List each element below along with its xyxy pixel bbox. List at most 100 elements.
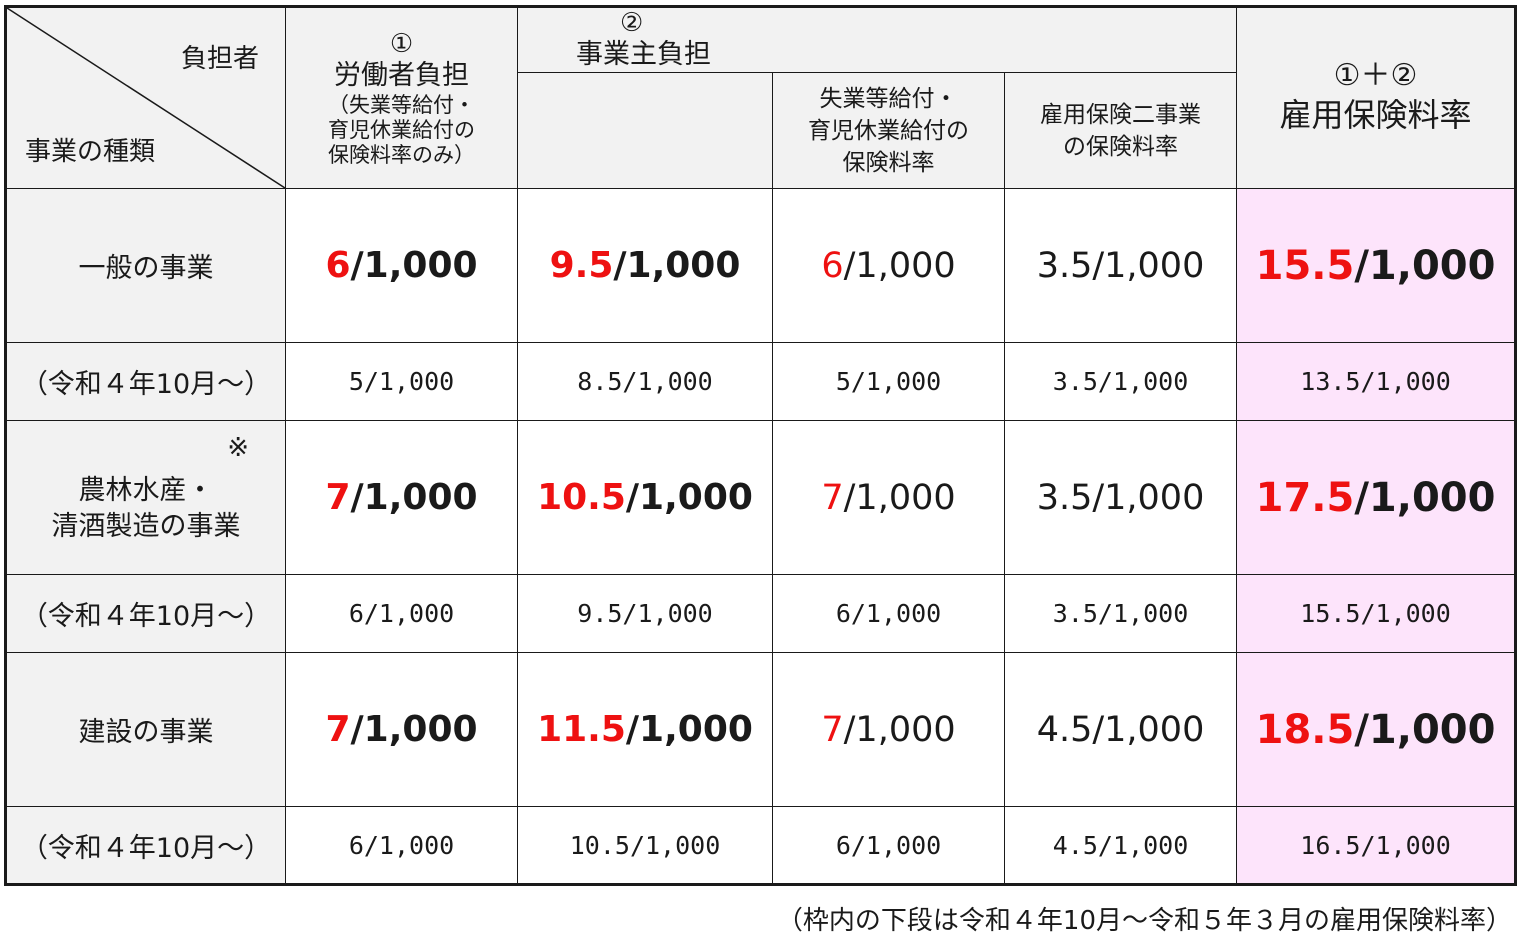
employer-rate-unit: /1,000 — [613, 245, 741, 286]
total-rate-value: 15.5 — [1255, 242, 1355, 289]
total-rate-value: 17.5 — [1255, 474, 1355, 521]
business-type-name: 建設の事業 — [78, 717, 214, 748]
total-rate-cell: 17.5/1,000 — [1236, 420, 1517, 575]
previous-period-label: （令和４年10月～） — [5, 342, 286, 421]
table-row: （令和４年10月～） 5/1,000 8.5/1,000 5/1,000 3.5… — [5, 342, 1517, 421]
previous-worker-rate: 5/1,000 — [285, 342, 518, 421]
employer-spacer-cell — [517, 72, 773, 189]
unemployment-rate-value: 7 — [821, 477, 844, 518]
table-row: 建設の事業 7/1,000 11.5/1,000 7/1,000 4.5/1,0… — [5, 652, 1517, 807]
worker-rate-cell: 7/1,000 — [285, 420, 518, 575]
total-header-number: ①＋② — [1333, 58, 1418, 93]
previous-employer-rate: 9.5/1,000 — [517, 574, 773, 653]
two-businesses-rate-cell: 3.5/1,000 — [1003, 420, 1238, 575]
employer-header-title: 事業主負担 — [576, 39, 711, 70]
worker-rate-value: 6 — [325, 245, 351, 286]
unemployment-rate-header-cell: 失業等給付・ 育児休業給付の 保険料率 — [772, 72, 1005, 189]
unemployment-rate-cell: 7/1,000 — [772, 652, 1005, 807]
previous-unemployment-rate: 5/1,000 — [772, 342, 1005, 421]
worker-rate-cell: 7/1,000 — [285, 652, 518, 807]
previous-two-businesses-rate: 4.5/1,000 — [1003, 806, 1238, 885]
total-rate-unit: /1,000 — [1354, 474, 1496, 521]
note-mark: ※ — [227, 433, 249, 463]
worker-header-note-line: 保険料率のみ） — [328, 142, 475, 167]
table-row: 一般の事業 6/1,000 9.5/1,000 6/1,000 3.5/1,00… — [5, 188, 1517, 343]
corner-label-business-type: 事業の種類 — [25, 137, 156, 167]
two-businesses-rate-cell: 3.5/1,000 — [1003, 188, 1238, 343]
total-header-cell: ①＋② 雇用保険料率 — [1236, 6, 1517, 189]
two-businesses-rate: 3.5/1,000 — [1036, 245, 1205, 286]
two-businesses-header-line: の保険料率 — [1063, 133, 1179, 160]
table-row: （令和４年10月～） 6/1,000 9.5/1,000 6/1,000 3.5… — [5, 574, 1517, 653]
business-type-cell: 建設の事業 — [5, 652, 286, 807]
employer-rate-unit: /1,000 — [625, 709, 753, 750]
corner-header-cell: 負担者 事業の種類 — [5, 6, 286, 189]
total-rate-unit: /1,000 — [1354, 706, 1496, 753]
previous-employer-rate: 10.5/1,000 — [517, 806, 773, 885]
worker-header-cell: ① 労働者負担 （失業等給付・ 育児休業給付の 保険料率のみ） — [285, 6, 518, 189]
business-type-name: 清酒製造の事業 — [51, 510, 241, 542]
unemployment-rate-unit: /1,000 — [843, 245, 956, 286]
insurance-rate-table: 負担者 事業の種類 ① 労働者負担 （失業等給付・ 育児休業給付の 保険料率のみ… — [4, 5, 1518, 886]
two-businesses-header-cell: 雇用保険二事業 の保険料率 — [1003, 72, 1238, 189]
previous-period-label: （令和４年10月～） — [5, 806, 286, 885]
table-row: （令和４年10月～） 6/1,000 10.5/1,000 6/1,000 4.… — [5, 806, 1517, 885]
worker-rate-unit: /1,000 — [350, 477, 478, 518]
previous-worker-rate: 6/1,000 — [285, 574, 518, 653]
worker-header-note-line: 育児休業給付の — [328, 117, 475, 142]
business-type-cell: ※ 農林水産・ 清酒製造の事業 — [5, 420, 286, 575]
employer-header-cell: ② 事業主負担 — [516, 6, 1238, 73]
unemployment-rate-value: 7 — [821, 709, 844, 750]
previous-total-rate: 15.5/1,000 — [1236, 574, 1517, 653]
unemployment-header-line: 育児休業給付の — [808, 117, 969, 144]
previous-employer-rate: 8.5/1,000 — [517, 342, 773, 421]
previous-unemployment-rate: 6/1,000 — [772, 574, 1005, 653]
worker-rate-unit: /1,000 — [350, 709, 478, 750]
worker-rate-unit: /1,000 — [350, 245, 478, 286]
worker-header-note-line: （失業等給付・ — [328, 92, 475, 117]
total-rate-value: 18.5 — [1255, 706, 1355, 753]
unemployment-header-line: 失業等給付・ — [819, 85, 958, 112]
employer-rate-cell: 11.5/1,000 — [517, 652, 773, 807]
employer-rate-value: 9.5 — [549, 245, 614, 286]
total-header-title: 雇用保険料率 — [1279, 96, 1472, 134]
business-type-name: 農林水産・ — [78, 474, 214, 506]
unemployment-rate-value: 6 — [821, 245, 844, 286]
footnote: （枠内の下段は令和４年10月～令和５年３月の雇用保険料率） — [776, 906, 1512, 936]
previous-unemployment-rate: 6/1,000 — [772, 806, 1005, 885]
employer-header-number: ② — [620, 8, 644, 38]
previous-total-rate: 16.5/1,000 — [1236, 806, 1517, 885]
table-row: ※ 農林水産・ 清酒製造の事業 7/1,000 10.5/1,000 7/1,0… — [5, 420, 1517, 575]
unemployment-rate-cell: 6/1,000 — [772, 188, 1005, 343]
business-type-cell: 一般の事業 — [5, 188, 286, 343]
employer-rate-value: 10.5 — [537, 477, 626, 518]
employer-rate-unit: /1,000 — [625, 477, 753, 518]
total-rate-cell: 15.5/1,000 — [1236, 188, 1517, 343]
worker-rate-value: 7 — [325, 709, 351, 750]
employer-rate-value: 11.5 — [537, 709, 626, 750]
two-businesses-rate-cell: 4.5/1,000 — [1003, 652, 1238, 807]
previous-worker-rate: 6/1,000 — [285, 806, 518, 885]
total-rate-unit: /1,000 — [1354, 242, 1496, 289]
two-businesses-header-line: 雇用保険二事業 — [1040, 101, 1202, 128]
unemployment-rate-unit: /1,000 — [843, 477, 956, 518]
previous-total-rate: 13.5/1,000 — [1236, 342, 1517, 421]
employer-rate-cell: 10.5/1,000 — [517, 420, 773, 575]
previous-two-businesses-rate: 3.5/1,000 — [1003, 342, 1238, 421]
unemployment-rate-unit: /1,000 — [843, 709, 956, 750]
worker-rate-value: 7 — [325, 477, 351, 518]
total-rate-cell: 18.5/1,000 — [1236, 652, 1517, 807]
employer-rate-cell: 9.5/1,000 — [517, 188, 773, 343]
previous-two-businesses-rate: 3.5/1,000 — [1003, 574, 1238, 653]
business-type-name: 一般の事業 — [78, 253, 214, 284]
worker-header-title: 労働者負担 — [334, 59, 469, 91]
worker-header-number: ① — [389, 28, 414, 59]
worker-rate-cell: 6/1,000 — [285, 188, 518, 343]
diagonal-divider — [7, 8, 285, 188]
two-businesses-rate: 4.5/1,000 — [1036, 709, 1205, 750]
unemployment-rate-cell: 7/1,000 — [772, 420, 1005, 575]
unemployment-header-line: 保険料率 — [842, 149, 935, 176]
two-businesses-rate: 3.5/1,000 — [1036, 477, 1205, 518]
corner-label-payer: 負担者 — [180, 44, 259, 74]
previous-period-label: （令和４年10月～） — [5, 574, 286, 653]
